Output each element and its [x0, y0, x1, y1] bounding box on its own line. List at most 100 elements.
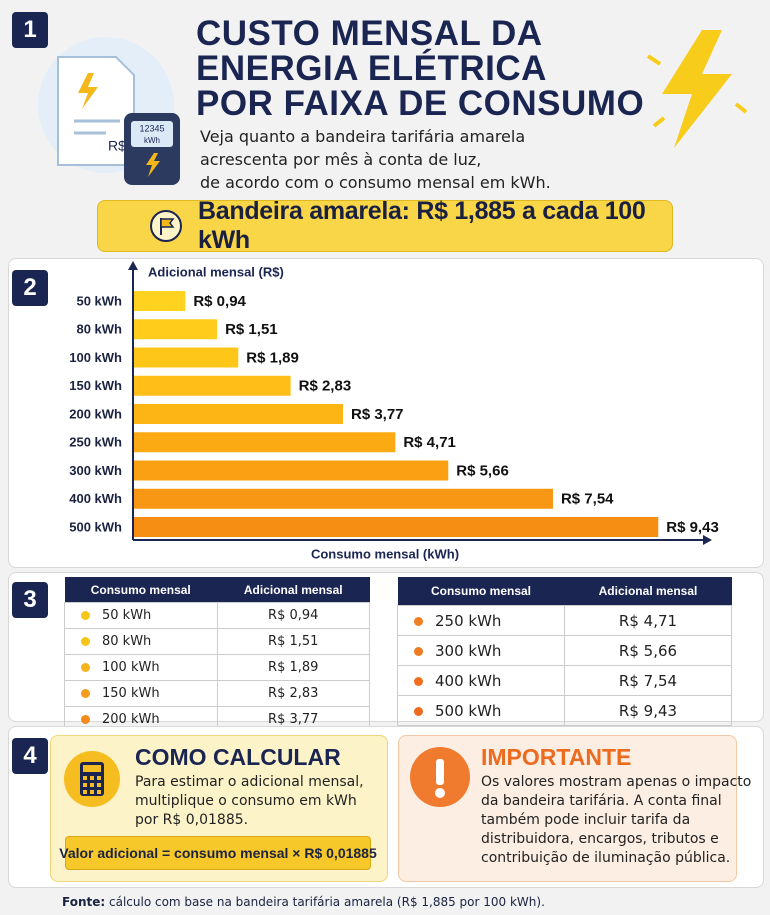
value-label: R$ 1,51	[225, 321, 278, 338]
row-dot	[414, 676, 423, 686]
subtitle-line: Veja quanto a bandeira tarifária amarela	[200, 127, 526, 146]
section-badge: 4	[12, 738, 48, 774]
cell-text: R$ 1,89	[268, 660, 319, 675]
value-label: R$ 1,89	[246, 349, 299, 366]
y-tick-label: 500 kWh	[69, 519, 122, 534]
table-cell: R$ 7,54	[564, 665, 732, 696]
data-table: Consumo mensal Adicional mensal 250 kWh R$ …	[397, 577, 732, 726]
table-cell: 100 kWh	[64, 654, 218, 681]
title-line: CUSTO MENSAL DA	[196, 14, 543, 53]
value-label: R$ 4,71	[403, 434, 456, 451]
table-cell: R$ 2,83	[216, 680, 370, 707]
meter-unit: kWh	[144, 136, 160, 145]
lightning-icon	[646, 30, 748, 148]
calculator-icon	[64, 751, 120, 807]
table-cell: R$ 1,89	[216, 654, 370, 681]
value-label: R$ 7,54	[561, 491, 614, 508]
y-tick-label: 400 kWh	[69, 491, 122, 506]
meter-display: 12345	[139, 123, 164, 133]
cell-text: 150 kWh	[102, 686, 160, 701]
bar-chart: Adicional mensal (R$) Consumo mensal (kWh…	[69, 261, 719, 561]
column-header: Consumo mensal	[397, 577, 565, 606]
y-tick-label: 200 kWh	[69, 406, 122, 421]
subtitle-line: acrescenta por mês à conta de luz,	[200, 150, 482, 169]
box-title: COMO CALCULAR	[135, 744, 341, 770]
section-badge: 2	[12, 270, 48, 306]
box-line: Para estimar o adicional mensal,	[135, 774, 364, 790]
value-label: R$ 3,77	[351, 406, 404, 423]
icon-document-text: R$	[108, 138, 126, 154]
table-cell: 80 kWh	[64, 628, 218, 655]
box-line: multiplique o consumo em kWh	[135, 793, 357, 809]
cell-text: 500 kWh	[435, 701, 502, 720]
cell-text: R$ 2,83	[268, 686, 319, 701]
x-axis-label: Consumo mensal (kWh)	[311, 546, 459, 561]
row-dot	[414, 706, 423, 716]
row-dot	[81, 715, 90, 724]
box-line: distribuidora, encargos, tributos e	[481, 831, 719, 847]
y-axis-label: Adicional mensal (R$)	[148, 264, 284, 279]
row-dot	[81, 689, 90, 698]
cell-text: R$ 0,94	[268, 608, 319, 623]
box-line: contribuição de iluminação pública.	[481, 850, 731, 866]
cell-text: R$ 9,43	[618, 701, 678, 720]
table-cell: R$ 9,43	[564, 695, 732, 726]
row-dot	[81, 611, 90, 620]
bar	[133, 517, 659, 537]
cell-text: 50 kWh	[102, 608, 152, 623]
cell-text: R$ 4,71	[618, 611, 678, 630]
bar	[133, 432, 396, 453]
how-to-box: COMO CALCULAR Para estimar o adicional m…	[50, 735, 388, 882]
box-line: também pode incluir tarifa da	[481, 812, 691, 828]
column-header: Adicional mensal	[217, 577, 370, 603]
cell-text: 80 kWh	[102, 634, 152, 649]
table-cell: R$ 4,71	[564, 605, 732, 636]
y-tick-label: 300 kWh	[69, 463, 122, 478]
cell-text: R$ 7,54	[618, 671, 678, 690]
footer-text: cálculo com base na bandeira tarifária a…	[109, 895, 545, 909]
title-line: ENERGIA ELÉTRICA	[196, 49, 547, 88]
value-label: R$ 2,83	[299, 378, 352, 395]
box-line: por R$ 0,01885.	[135, 812, 249, 828]
subtitle-line: de acordo com o consumo mensal em kWh.	[200, 173, 551, 192]
data-table: Consumo mensal Adicional mensal 50 kWh R$ 0…	[64, 577, 370, 733]
table-cell: 400 kWh	[397, 665, 565, 696]
table-cell: 300 kWh	[397, 635, 565, 666]
flag-icon	[150, 210, 182, 242]
table-cell: R$ 5,66	[564, 635, 732, 666]
bar	[133, 488, 553, 509]
table-cell: R$ 0,94	[216, 602, 370, 629]
row-dot	[414, 616, 423, 626]
box-line: da bandeira tarifária. A conta final	[481, 793, 722, 809]
cell-text: 400 kWh	[435, 671, 502, 690]
section-badge: 3	[12, 582, 48, 618]
box-line: Os valores mostram apenas o impacto	[481, 774, 752, 790]
bar	[133, 291, 186, 311]
value-label: R$ 9,43	[666, 519, 719, 536]
title-line: POR FAIXA DE CONSUMO	[196, 84, 645, 123]
cell-text: 200 kWh	[102, 712, 160, 727]
important-box: IMPORTANTE Os valores mostram apenas o i…	[398, 735, 751, 882]
y-tick-label: 250 kWh	[69, 435, 122, 450]
cell-text: 250 kWh	[435, 611, 502, 630]
banner: Bandeira amarela: R$ 1,885 a cada 100 kW…	[97, 197, 673, 254]
table-cell: 500 kWh	[397, 695, 565, 726]
footer: Fonte: cálculo com base na bandeira tari…	[62, 895, 545, 909]
cell-text: R$ 5,66	[618, 641, 678, 660]
cell-text: 300 kWh	[435, 641, 502, 660]
bar	[133, 375, 291, 396]
bar	[133, 347, 239, 368]
footer-label: Fonte:	[62, 895, 106, 909]
bar	[133, 319, 218, 340]
x-axis-arrow	[703, 535, 712, 545]
table-cell: R$ 1,51	[216, 628, 370, 655]
column-header: Adicional mensal	[564, 577, 732, 606]
table-cell: 50 kWh	[64, 602, 218, 629]
section-badge: 1	[12, 12, 48, 48]
y-tick-label: 50 kWh	[76, 293, 122, 308]
bar	[133, 404, 343, 424]
y-tick-label: 150 kWh	[69, 378, 122, 393]
banner-text: Bandeira amarela: R$ 1,885 a cada 100 kW…	[198, 197, 646, 254]
row-dot	[414, 646, 423, 656]
